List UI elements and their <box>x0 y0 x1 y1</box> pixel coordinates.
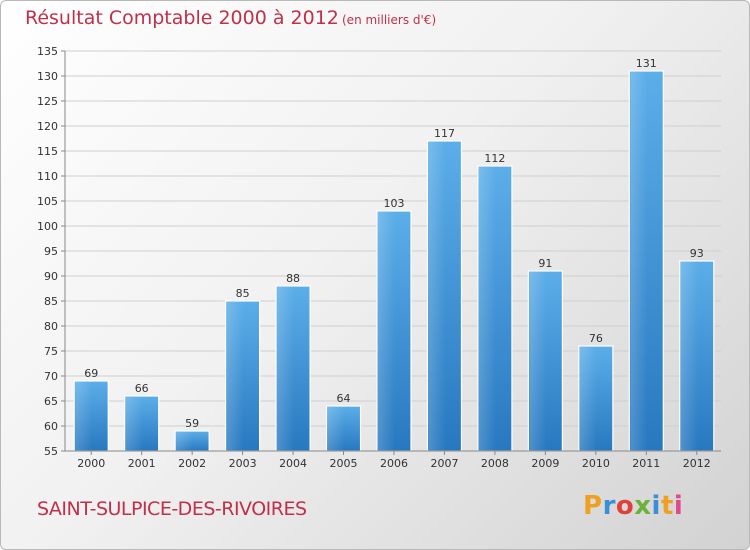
data-label-2000: 69 <box>84 367 98 380</box>
logo-letter: i <box>651 491 661 521</box>
y-tick-label: 120 <box>37 120 58 133</box>
data-label-2004: 88 <box>286 272 300 285</box>
bars-layer <box>73 70 715 452</box>
labels-layer: 69 66 59 85 88 64 103 117 112 91 76 131 93 <box>84 57 704 430</box>
bar-highlight <box>176 432 194 451</box>
x-tick-label-2002: 2002 <box>178 457 206 470</box>
bar-highlight <box>277 287 295 451</box>
logo-letter: i <box>673 491 684 521</box>
x-tick-label-2001: 2001 <box>128 457 156 470</box>
y-tick-label: 135 <box>37 45 58 58</box>
x-tick-label-2012: 2012 <box>683 457 711 470</box>
bar-highlight <box>579 347 597 451</box>
y-tick-label: 125 <box>37 95 58 108</box>
x-tick-label-2011: 2011 <box>632 457 660 470</box>
data-label-2011: 131 <box>636 57 657 70</box>
bar-highlight <box>680 262 698 451</box>
y-tick-label: 130 <box>37 70 58 83</box>
data-label-2008: 112 <box>484 152 505 165</box>
y-tick-label: 115 <box>37 145 58 158</box>
logo-letter: t <box>660 491 674 521</box>
proxiti-logo: Proxiti <box>583 491 683 521</box>
x-tick-label-2005: 2005 <box>330 457 358 470</box>
y-tick-label: 85 <box>44 295 58 308</box>
x-tick-label-2007: 2007 <box>430 457 458 470</box>
bar-highlight <box>529 272 547 451</box>
x-tick-label-2010: 2010 <box>582 457 610 470</box>
data-label-2007: 117 <box>434 127 455 140</box>
data-label-2010: 76 <box>589 332 603 345</box>
y-tick-label: 100 <box>37 220 58 233</box>
y-tick-label: 65 <box>44 395 58 408</box>
data-label-2006: 103 <box>384 197 405 210</box>
logo-letter: P <box>583 491 603 521</box>
y-tick-label: 60 <box>44 420 58 433</box>
bar-highlight <box>75 382 93 451</box>
bar-highlight <box>630 72 648 451</box>
x-tick-label-2000: 2000 <box>77 457 105 470</box>
bar-highlight <box>378 212 395 451</box>
x-tick-label-2009: 2009 <box>531 457 559 470</box>
data-label-2003: 85 <box>236 287 250 300</box>
y-tick-label: 90 <box>44 270 58 283</box>
axis-layer: 55 60 65 70 75 80 85 90 95 100 105 110 115 120 125 130 1… <box>37 45 721 470</box>
x-tick-label-2003: 2003 <box>229 457 257 470</box>
y-tick-label: 95 <box>44 245 58 258</box>
logo-letter: x <box>634 491 652 521</box>
chart-title: Résultat Comptable 2000 à 2012 <box>25 7 339 29</box>
x-tick-label-2004: 2004 <box>279 457 307 470</box>
bar-highlight <box>478 167 496 451</box>
y-tick-label: 55 <box>44 445 58 458</box>
y-tick-label: 110 <box>37 170 58 183</box>
y-tick-label: 75 <box>44 345 58 358</box>
x-tick-label-2008: 2008 <box>481 457 509 470</box>
chart-subtitle: (en milliers d'€) <box>342 13 437 27</box>
commune-name: SAINT-SULPICE-DES-RIVOIRES <box>37 498 307 520</box>
bar-highlight <box>428 142 446 451</box>
bar-highlight <box>125 397 143 451</box>
y-tick-label: 80 <box>44 320 58 333</box>
logo-letter: r <box>602 491 616 521</box>
bar-highlight <box>327 407 345 451</box>
data-label-2002: 59 <box>185 417 199 430</box>
data-label-2012: 93 <box>690 247 704 260</box>
y-tick-label: 105 <box>37 195 58 208</box>
logo-letter: o <box>615 491 635 521</box>
bar-highlight <box>226 302 244 451</box>
x-tick-label-2006: 2006 <box>380 457 408 470</box>
data-label-2009: 91 <box>538 257 552 270</box>
data-label-2001: 66 <box>135 382 149 395</box>
y-tick-label: 70 <box>44 370 58 383</box>
data-label-2005: 64 <box>337 392 351 405</box>
